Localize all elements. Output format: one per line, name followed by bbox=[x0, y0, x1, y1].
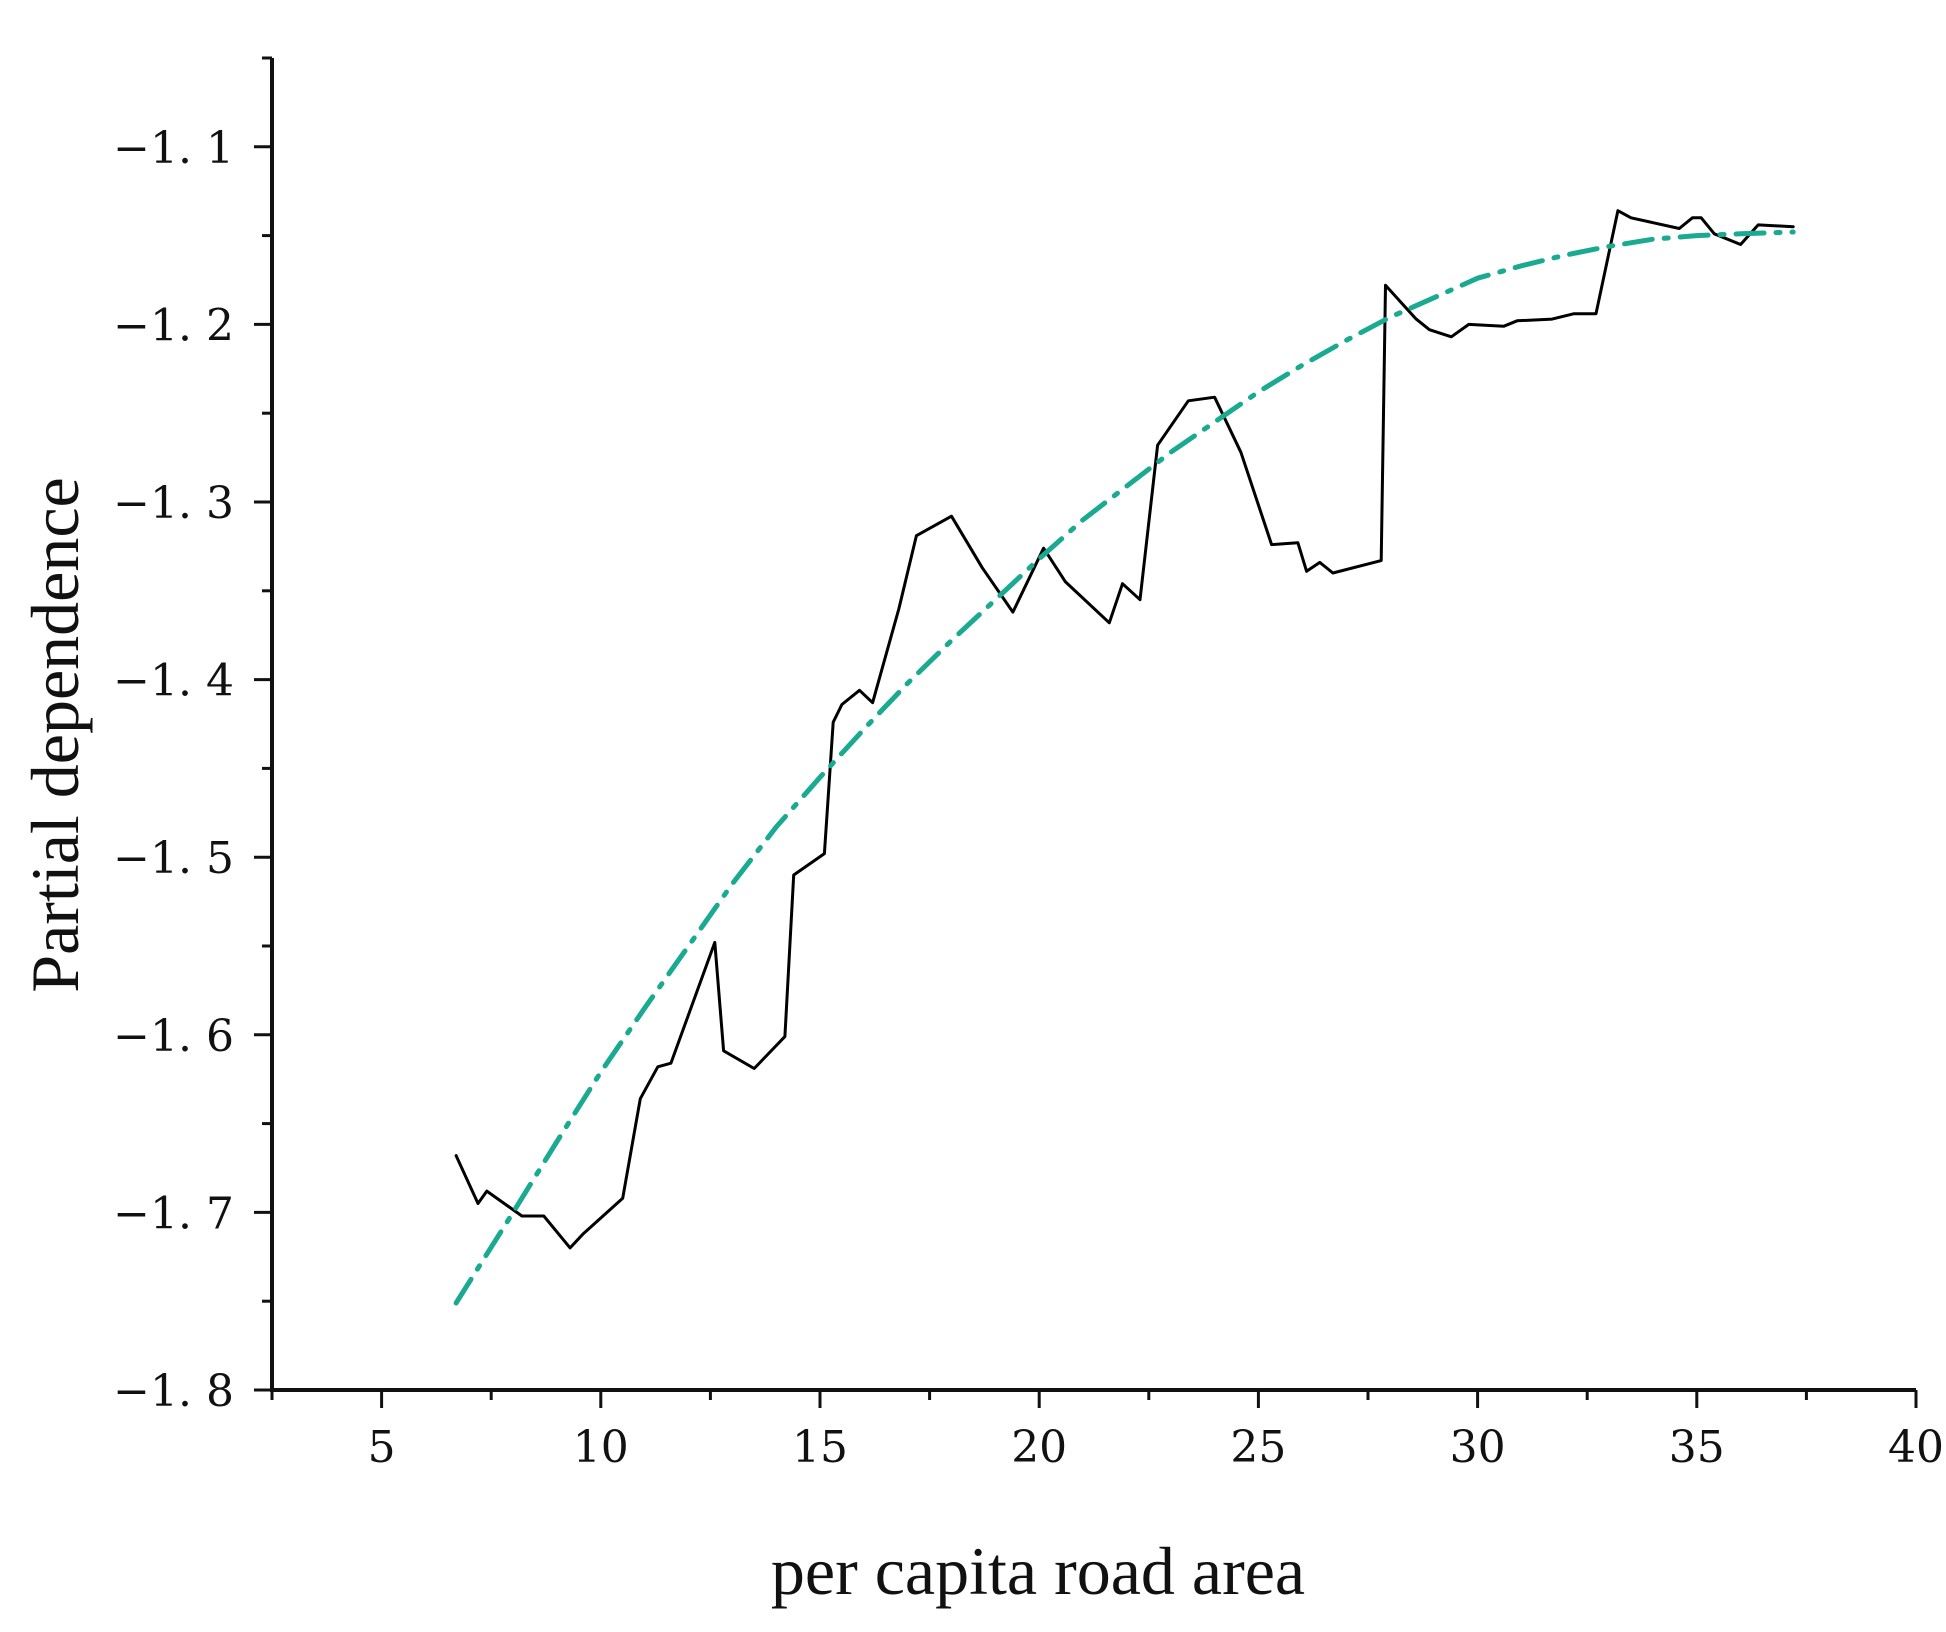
axes bbox=[270, 58, 1916, 1392]
y-tick-label: −1. 8 bbox=[113, 1366, 234, 1417]
x-tick-label: 40 bbox=[1888, 1422, 1944, 1473]
y-tick-label: −1. 3 bbox=[113, 478, 234, 529]
y-ticks: −1. 8 −1. 7 −1. 6 −1. 5 −1. 4 −1. 3 −1. 2 −1. 1 bbox=[113, 56, 272, 1417]
y-tick-label: −1. 6 bbox=[113, 1011, 234, 1062]
y-axis-title: Partial dependence bbox=[17, 477, 93, 992]
x-tick-label: 20 bbox=[1011, 1422, 1067, 1473]
x-tick-label: 30 bbox=[1450, 1422, 1506, 1473]
partial-dependence-line bbox=[454, 209, 1795, 1250]
x-tick-label: 35 bbox=[1669, 1422, 1725, 1473]
x-axis-title: per capita road area bbox=[771, 1533, 1305, 1609]
x-tick-label: 10 bbox=[573, 1422, 629, 1473]
y-tick-label: −1. 1 bbox=[113, 123, 234, 174]
fitted-trend-line bbox=[453, 229, 1796, 1306]
y-tick-label: −1. 2 bbox=[113, 300, 234, 351]
x-tick-label: 15 bbox=[792, 1422, 848, 1473]
y-tick-label: −1. 4 bbox=[113, 656, 234, 707]
y-tick-label: −1. 5 bbox=[113, 833, 234, 884]
x-ticks: 5 10 15 20 25 30 35 40 bbox=[270, 1390, 1944, 1473]
series-layer bbox=[453, 209, 1796, 1306]
x-tick-label: 5 bbox=[368, 1422, 396, 1473]
x-tick-label: 25 bbox=[1230, 1422, 1286, 1473]
y-tick-label: −1. 7 bbox=[113, 1188, 234, 1239]
